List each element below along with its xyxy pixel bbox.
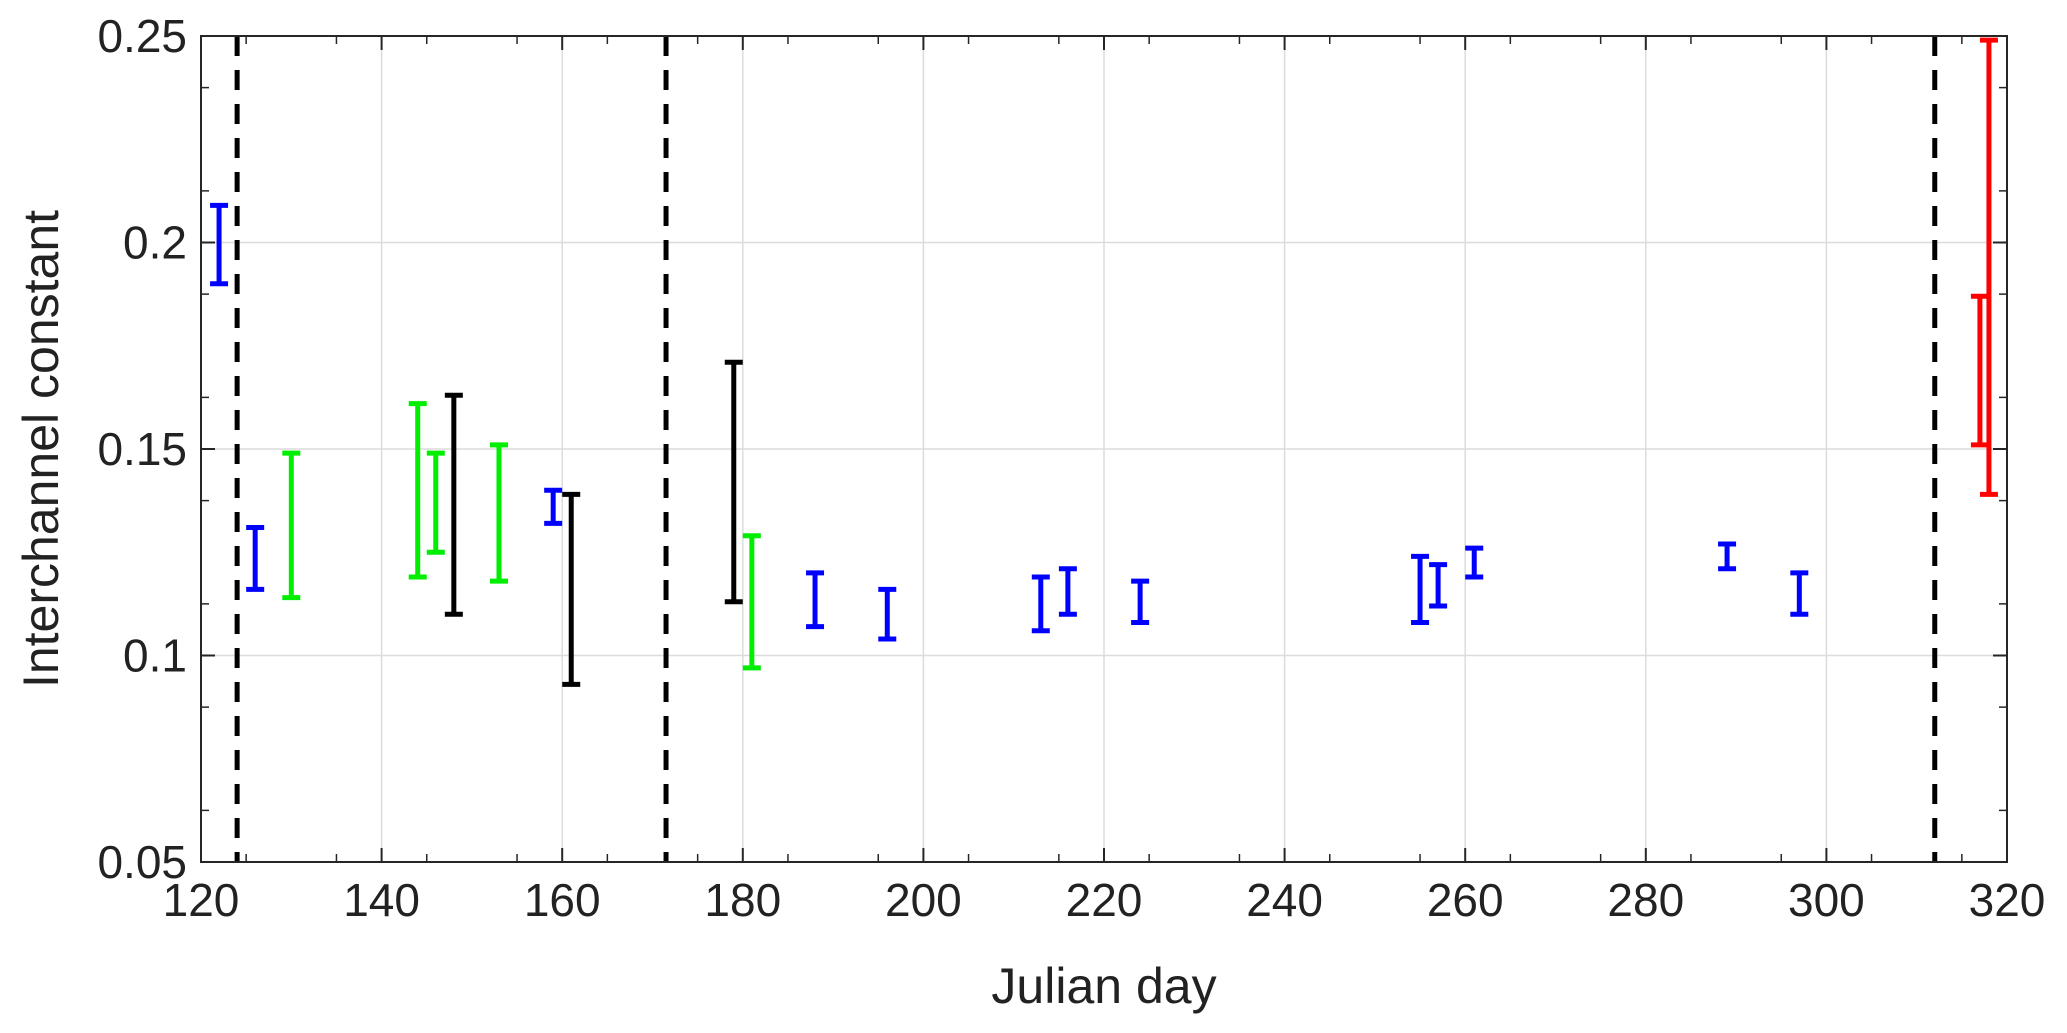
y-tick-label: 0.2 bbox=[123, 217, 187, 269]
y-tick-label: 0.15 bbox=[97, 423, 187, 475]
axis-ticks bbox=[200, 35, 2008, 863]
x-tick-label: 240 bbox=[1246, 874, 1323, 926]
x-tick-label: 280 bbox=[1607, 874, 1684, 926]
error-bar bbox=[210, 202, 229, 287]
x-tick-label: 260 bbox=[1427, 874, 1504, 926]
y-tick-labels: 0.05 0.1 0.15 0.2 0.25 bbox=[97, 10, 187, 888]
error-bar bbox=[1411, 553, 1430, 625]
x-axis-label: Julian day bbox=[991, 958, 1216, 1014]
error-bar bbox=[544, 487, 563, 526]
error-bar bbox=[1131, 578, 1150, 625]
y-axis-label: Interchannel constant bbox=[13, 210, 69, 688]
x-tick-label: 120 bbox=[163, 874, 240, 926]
error-bar bbox=[742, 533, 761, 671]
error-bar bbox=[282, 450, 301, 601]
x-tick-label: 160 bbox=[524, 874, 601, 926]
error-bar bbox=[1058, 566, 1077, 617]
x-tick-label: 220 bbox=[1066, 874, 1143, 926]
error-bar bbox=[246, 524, 265, 592]
error-bar bbox=[724, 359, 743, 605]
error-bar bbox=[806, 570, 825, 630]
y-tick-label: 0.05 bbox=[97, 836, 187, 888]
error-bar bbox=[1970, 293, 1989, 448]
error-bar bbox=[489, 442, 508, 584]
x-tick-label: 180 bbox=[704, 874, 781, 926]
error-bar bbox=[1429, 562, 1448, 609]
error-bar bbox=[1979, 37, 1998, 497]
x-tick-label: 140 bbox=[343, 874, 420, 926]
error-bar bbox=[878, 586, 897, 642]
error-bar bbox=[1718, 541, 1737, 572]
error-bars bbox=[210, 37, 1998, 687]
error-bar bbox=[1465, 545, 1484, 580]
error-bar bbox=[408, 401, 427, 580]
y-tick-label: 0.25 bbox=[97, 10, 187, 62]
error-bar bbox=[1031, 574, 1050, 634]
x-tick-labels: 120 140 160 180 200 220 240 260 280 300 320 bbox=[163, 874, 2046, 926]
x-tick-label: 320 bbox=[1969, 874, 2046, 926]
y-tick-label: 0.1 bbox=[123, 630, 187, 682]
error-bar bbox=[562, 491, 581, 687]
x-tick-label: 300 bbox=[1788, 874, 1865, 926]
error-bar bbox=[1790, 570, 1809, 617]
error-bar bbox=[426, 450, 445, 555]
vertical-dashed-lines bbox=[234, 36, 1938, 862]
x-tick-label: 200 bbox=[885, 874, 962, 926]
error-bar bbox=[444, 392, 463, 617]
